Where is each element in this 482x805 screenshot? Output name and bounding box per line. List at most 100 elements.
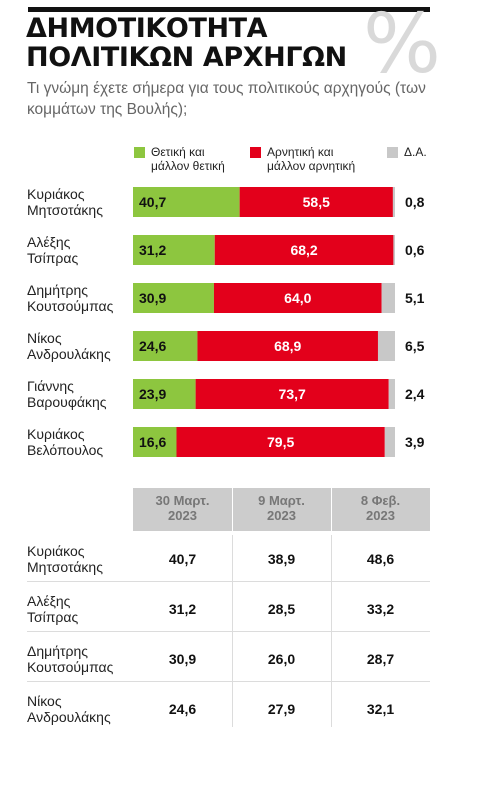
- bar-negative: [239, 187, 393, 217]
- table-row-name-line: Ανδρουλάκης: [27, 709, 111, 725]
- data-label-positive: 30,9: [139, 290, 166, 306]
- category-label-line: Βελόπουλος: [27, 442, 103, 458]
- table-column-header-line: 30 Μαρτ.: [155, 493, 210, 508]
- data-label-negative: 68,9: [274, 338, 301, 354]
- table-cell: 40,7: [168, 551, 197, 567]
- table-row-separator: [27, 681, 430, 682]
- category-label-line: Τσίπρας: [27, 250, 78, 266]
- table-cell: 33,2: [366, 601, 395, 617]
- category-label: Κυριάκος Μητσοτάκης: [27, 186, 103, 218]
- bar-dk: [377, 331, 395, 361]
- category-label-line: Βαρουφάκης: [27, 394, 107, 410]
- bar-dk: [381, 283, 395, 313]
- table-column-header-line: 2023: [267, 508, 296, 523]
- legend-positive-line-1: Θετική και: [151, 145, 205, 159]
- table-cell: 48,6: [366, 551, 395, 567]
- table-row-name-line: Κουτσούμπας: [27, 659, 114, 675]
- bar-dk: [384, 427, 395, 457]
- category-label-line: Γιάννης: [27, 378, 74, 394]
- category-label-line: Κυριάκος: [27, 186, 85, 202]
- bar-dk: [388, 379, 395, 409]
- category-label: Γιάννης Βαρουφάκης: [27, 378, 107, 410]
- table-column-header: 8 Φεβ. 2023: [331, 493, 430, 523]
- table-cell: 38,9: [267, 551, 296, 567]
- data-label-positive: 24,6: [139, 338, 166, 354]
- bar-positive: [133, 235, 215, 265]
- table-row-separator: [27, 581, 430, 582]
- table-row-name-line: Νίκος: [27, 693, 62, 709]
- data-label-positive: 23,9: [139, 386, 166, 402]
- table-column-header-line: 2023: [366, 508, 395, 523]
- table-cell: 32,1: [366, 701, 395, 717]
- subtitle: Τι γνώμη έχετε σήμερα για τους πολιτικού…: [27, 80, 426, 118]
- data-label-dk: 2,4: [405, 386, 425, 402]
- category-label: Κυριάκος Βελόπουλος: [27, 426, 103, 458]
- table-cell: 31,2: [168, 601, 197, 617]
- data-label-positive: 31,2: [139, 242, 166, 258]
- table-row-name-line: Κυριάκος: [27, 543, 85, 559]
- table-row-name: Αλέξης Τσίπρας: [27, 593, 137, 625]
- bar-negative: [195, 379, 389, 409]
- category-label-line: Κουτσούμπας: [27, 298, 114, 314]
- bar-positive: [133, 331, 198, 361]
- table-header-separator: [232, 488, 233, 531]
- title-line-1: ΔΗΜΟΤΙΚΟΤΗΤΑ: [26, 13, 268, 44]
- data-label-dk: 5,1: [405, 290, 425, 306]
- bar-negative: [213, 283, 382, 313]
- category-label: Αλέξης Τσίπρας: [27, 234, 78, 266]
- bar-positive: [133, 187, 240, 217]
- top-rule: [28, 7, 430, 12]
- category-label-line: Ανδρουλάκης: [27, 346, 111, 362]
- table-row-name: Δημήτρης Κουτσούμπας: [27, 643, 137, 675]
- legend-dk-label: Δ.Α.: [404, 145, 427, 159]
- table-cell: 24,6: [168, 701, 197, 717]
- data-label-dk: 6,5: [405, 338, 425, 354]
- data-label-dk: 3,9: [405, 434, 425, 450]
- legend-positive-line-2: μάλλον θετική: [151, 159, 225, 173]
- data-label-negative: 58,5: [303, 194, 330, 210]
- bar-dk: [392, 187, 395, 217]
- bar-negative: [197, 331, 378, 361]
- legend-negative-line-1: Αρνητική και: [267, 145, 334, 159]
- table-cell: 28,5: [267, 601, 296, 617]
- category-label-line: Αλέξης: [27, 234, 71, 250]
- table-row-name: Νίκος Ανδρουλάκης: [27, 693, 137, 725]
- legend-negative-label: Αρνητική και μάλλον αρνητική: [267, 145, 355, 173]
- legend-positive-label: Θετική και μάλλον θετική: [151, 145, 225, 173]
- data-label-negative: 64,0: [284, 290, 311, 306]
- category-label: Δημήτρης Κουτσούμπας: [27, 282, 114, 314]
- bar-dk: [393, 235, 395, 265]
- data-label-negative: 68,2: [290, 242, 317, 258]
- category-label: Νίκος Ανδρουλάκης: [27, 330, 111, 362]
- category-label-line: Δημήτρης: [27, 282, 88, 298]
- table-column-header-line: 9 Μαρτ.: [258, 493, 305, 508]
- data-label-positive: 16,6: [139, 434, 166, 450]
- bar-positive: [133, 283, 214, 313]
- data-label-negative: 79,5: [267, 434, 294, 450]
- table-column-header: 30 Μαρτ. 2023: [133, 493, 232, 523]
- table-column-header: 9 Μαρτ. 2023: [232, 493, 331, 523]
- legend-negative-line-2: μάλλον αρνητική: [267, 159, 356, 173]
- table-header-band: [133, 488, 430, 531]
- legend-negative-swatch: [250, 147, 261, 158]
- category-label-line: Μητσοτάκης: [27, 202, 103, 218]
- table-cell: 27,9: [267, 701, 296, 717]
- table-column-header-line: 8 Φεβ.: [360, 493, 401, 508]
- table-cell: 30,9: [168, 651, 197, 667]
- page-title: ΔΗΜΟΤΙΚΟΤΗΤΑ ΠΟΛΙΤΙΚΩΝ ΑΡΧΗΓΩΝ: [26, 14, 366, 72]
- bar-negative: [214, 235, 394, 265]
- table-row-name-line: Μητσοτάκης: [27, 559, 103, 575]
- table-row-name-line: Τσίπρας: [27, 609, 79, 625]
- legend-positive-swatch: [134, 147, 145, 158]
- data-label-dk: 0,6: [405, 242, 425, 258]
- table-row-name: Κυριάκος Μητσοτάκης: [27, 543, 137, 575]
- percent-glyph: %: [363, 0, 441, 92]
- legend-dk-swatch: [387, 147, 398, 158]
- category-label-line: Κυριάκος: [27, 426, 85, 442]
- title-line-2: ΠΟΛΙΤΙΚΩΝ ΑΡΧΗΓΩΝ: [26, 42, 347, 73]
- data-label-negative: 73,7: [279, 386, 306, 402]
- bar-negative: [176, 427, 385, 457]
- table-cell: 28,7: [366, 651, 395, 667]
- table-row-name-line: Αλέξης: [27, 593, 71, 609]
